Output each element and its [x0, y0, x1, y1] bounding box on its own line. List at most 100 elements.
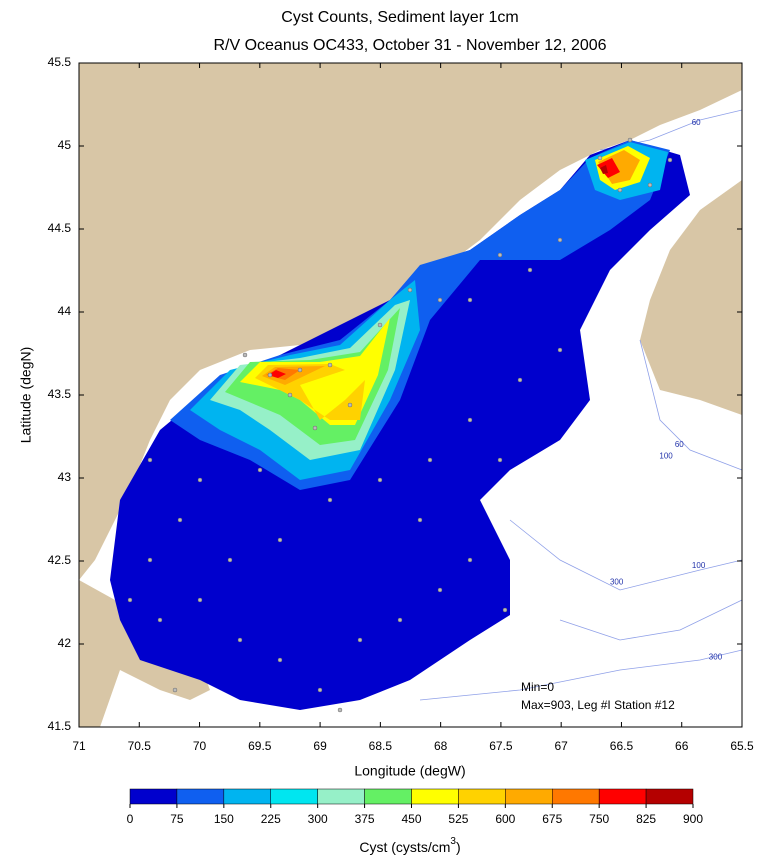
- station: [517, 377, 523, 383]
- colorbar-tick-label: 0: [127, 812, 134, 826]
- station: [357, 637, 363, 643]
- station: [337, 707, 343, 713]
- contour-line: [559, 599, 743, 641]
- station: [427, 457, 433, 463]
- station: [147, 557, 153, 563]
- chart-subtitle: R/V Oceanus OC433, October 31 - November…: [213, 37, 606, 54]
- x-tick-label: 65.5: [730, 739, 754, 753]
- y-tick-label: 44: [58, 304, 72, 318]
- station: [277, 657, 283, 663]
- colorbar-label-end: ): [456, 839, 461, 855]
- contour-line: [639, 339, 743, 471]
- contour-label: 60: [675, 440, 684, 449]
- colorbar-label-text: Cyst (cysts/cm: [359, 839, 450, 855]
- station: [557, 347, 563, 353]
- cyst-field: [110, 140, 690, 710]
- colorbar-bin: [364, 788, 412, 805]
- colorbar-bin: [223, 788, 271, 805]
- contour-line: [509, 519, 743, 591]
- station: [177, 517, 183, 523]
- x-tick-label: 67.5: [489, 739, 513, 753]
- contour-label: 60: [692, 118, 701, 127]
- colorbar-label-sup: 3: [450, 836, 456, 847]
- colorbar-bin: [411, 788, 459, 805]
- x-tick-label: 69.5: [248, 739, 272, 753]
- y-tick-label: 41.5: [48, 719, 72, 733]
- colorbar-bin: [270, 788, 318, 805]
- station: [227, 557, 233, 563]
- station: [297, 367, 303, 373]
- station: [627, 137, 633, 143]
- y-tick-label: 44.5: [48, 221, 72, 235]
- colorbar-tick-label: 300: [308, 812, 328, 826]
- x-tick-label: 66.5: [610, 739, 634, 753]
- y-tick-label: 42: [58, 636, 72, 650]
- station: [557, 237, 563, 243]
- station: [502, 607, 508, 613]
- x-tick-label: 70.5: [128, 739, 152, 753]
- colorbar-bin: [598, 788, 647, 805]
- station: [397, 617, 403, 623]
- station: [377, 322, 383, 328]
- station: [147, 457, 153, 463]
- station: [287, 392, 293, 398]
- contour-fill: [268, 370, 286, 378]
- contour-fill: [600, 165, 608, 174]
- colorbar-tick-label: 150: [214, 812, 234, 826]
- station: [277, 537, 283, 543]
- station: [497, 252, 503, 258]
- station: [347, 402, 353, 408]
- contour-fill: [597, 158, 620, 178]
- colorbar-bin: [129, 788, 178, 805]
- x-tick-label: 67: [555, 739, 569, 753]
- x-tick-label: 66: [675, 739, 689, 753]
- stations: [127, 137, 673, 713]
- colorbar-tick-label: 600: [495, 812, 515, 826]
- station: [467, 557, 473, 563]
- station: [197, 597, 203, 603]
- station: [257, 467, 263, 473]
- y-tick-label: 45: [58, 138, 72, 152]
- colorbar-bin: [552, 788, 600, 805]
- x-tick-label: 71: [72, 739, 86, 753]
- station: [317, 687, 323, 693]
- colorbar-tick-label: 825: [636, 812, 656, 826]
- contour-line: [419, 649, 743, 701]
- station: [197, 477, 203, 483]
- annotation: Max=903, Leg #I Station #12: [521, 698, 675, 712]
- y-tick-label: 42.5: [48, 553, 72, 567]
- station: [467, 297, 473, 303]
- y-tick-label: 43: [58, 470, 72, 484]
- colorbar-tick-label: 75: [170, 812, 184, 826]
- colorbar-tick-label: 900: [683, 812, 703, 826]
- station: [242, 352, 248, 358]
- colorbar-tick-label: 675: [542, 812, 562, 826]
- station: [267, 372, 273, 378]
- x-tick-label: 70: [193, 739, 207, 753]
- contour-label: 300: [610, 578, 624, 587]
- station: [667, 157, 673, 163]
- colorbar-bin: [505, 788, 553, 805]
- annotation: Min=0: [521, 680, 554, 694]
- station: [407, 287, 413, 293]
- y-tick-label: 45.5: [48, 55, 72, 69]
- colorbar-tick-label: 750: [589, 812, 609, 826]
- colorbar-label: Cyst (cysts/cm3): [359, 836, 460, 855]
- station: [617, 187, 623, 193]
- station: [172, 687, 178, 693]
- station: [157, 617, 163, 623]
- station: [437, 587, 443, 593]
- colorbar-tick-label: 375: [355, 812, 375, 826]
- colorbar-bin: [317, 788, 365, 805]
- station: [417, 517, 423, 523]
- station: [327, 362, 333, 368]
- colorbar-bin: [458, 788, 506, 805]
- contour-label: 300: [709, 652, 723, 661]
- contour-label: 100: [659, 452, 673, 461]
- station: [237, 637, 243, 643]
- nova-scotia: [640, 180, 742, 415]
- x-tick-label: 68: [434, 739, 448, 753]
- colorbar-tick-label: 525: [448, 812, 468, 826]
- station: [377, 477, 383, 483]
- contour-label: 100: [692, 561, 706, 570]
